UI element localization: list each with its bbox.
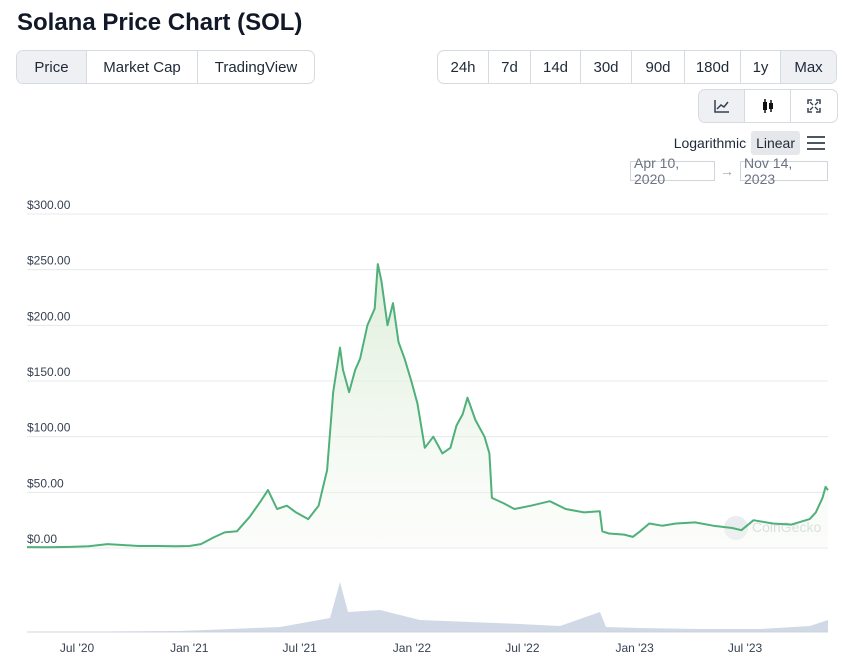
fullscreen-icon — [807, 99, 821, 113]
candlestick-button[interactable] — [745, 90, 791, 122]
price-line — [26, 263, 829, 549]
line-chart-icon — [713, 100, 729, 113]
candlestick-icon — [762, 99, 773, 113]
y-tick-label: $250.00 — [27, 254, 71, 268]
range-7d-button[interactable]: 7d — [489, 51, 531, 83]
price-area — [27, 264, 828, 548]
y-tick-label: $0.00 — [27, 532, 57, 546]
x-tick-label: Jan '22 — [393, 641, 432, 655]
hamburger-menu-icon[interactable] — [807, 136, 825, 150]
range-180d-button[interactable]: 180d — [685, 51, 741, 83]
tab-tradingview[interactable]: TradingView — [214, 58, 298, 76]
range-selector: 24h 7d 14d 30d 90d 180d 1y Max — [437, 50, 837, 84]
y-tick-label: $50.00 — [27, 476, 64, 490]
x-tick-label: Jan '23 — [615, 641, 654, 655]
line-chart-button[interactable] — [699, 90, 745, 122]
linear-option[interactable]: Linear — [751, 131, 800, 155]
x-tick-label: Jul '23 — [728, 641, 763, 655]
x-tick-label: Jan '21 — [170, 641, 209, 655]
range-30d-button[interactable]: 30d — [581, 51, 632, 83]
tab-market-cap[interactable]: Market Cap — [87, 51, 198, 83]
scale-toggle: Logarithmic Linear — [669, 131, 800, 155]
fullscreen-button[interactable] — [791, 90, 837, 122]
y-tick-label: $150.00 — [27, 365, 71, 379]
page-title: Solana Price Chart (SOL) — [17, 9, 303, 36]
logarithmic-option[interactable]: Logarithmic — [673, 135, 747, 151]
tab-price[interactable]: Price — [17, 51, 87, 83]
range-14d-button[interactable]: 14d — [531, 51, 581, 83]
range-max-button[interactable]: Max — [781, 51, 836, 83]
range-24h-button[interactable]: 24h — [438, 51, 489, 83]
y-tick-label: $300.00 — [27, 198, 71, 212]
x-tick-label: Jul '21 — [283, 641, 318, 655]
chart-type-selector — [698, 89, 838, 123]
volume-bars — [27, 582, 828, 632]
chart-tabs: Price Market Cap TradingView — [16, 50, 315, 84]
x-tick-label: Jul '22 — [505, 641, 540, 655]
x-tick-label: Jul '20 — [60, 641, 95, 655]
arrow-right-icon: → — [720, 163, 734, 179]
y-tick-label: $100.00 — [27, 421, 71, 435]
range-1y-button[interactable]: 1y — [741, 51, 781, 83]
range-90d-button[interactable]: 90d — [632, 51, 685, 83]
y-tick-label: $200.00 — [27, 309, 71, 323]
